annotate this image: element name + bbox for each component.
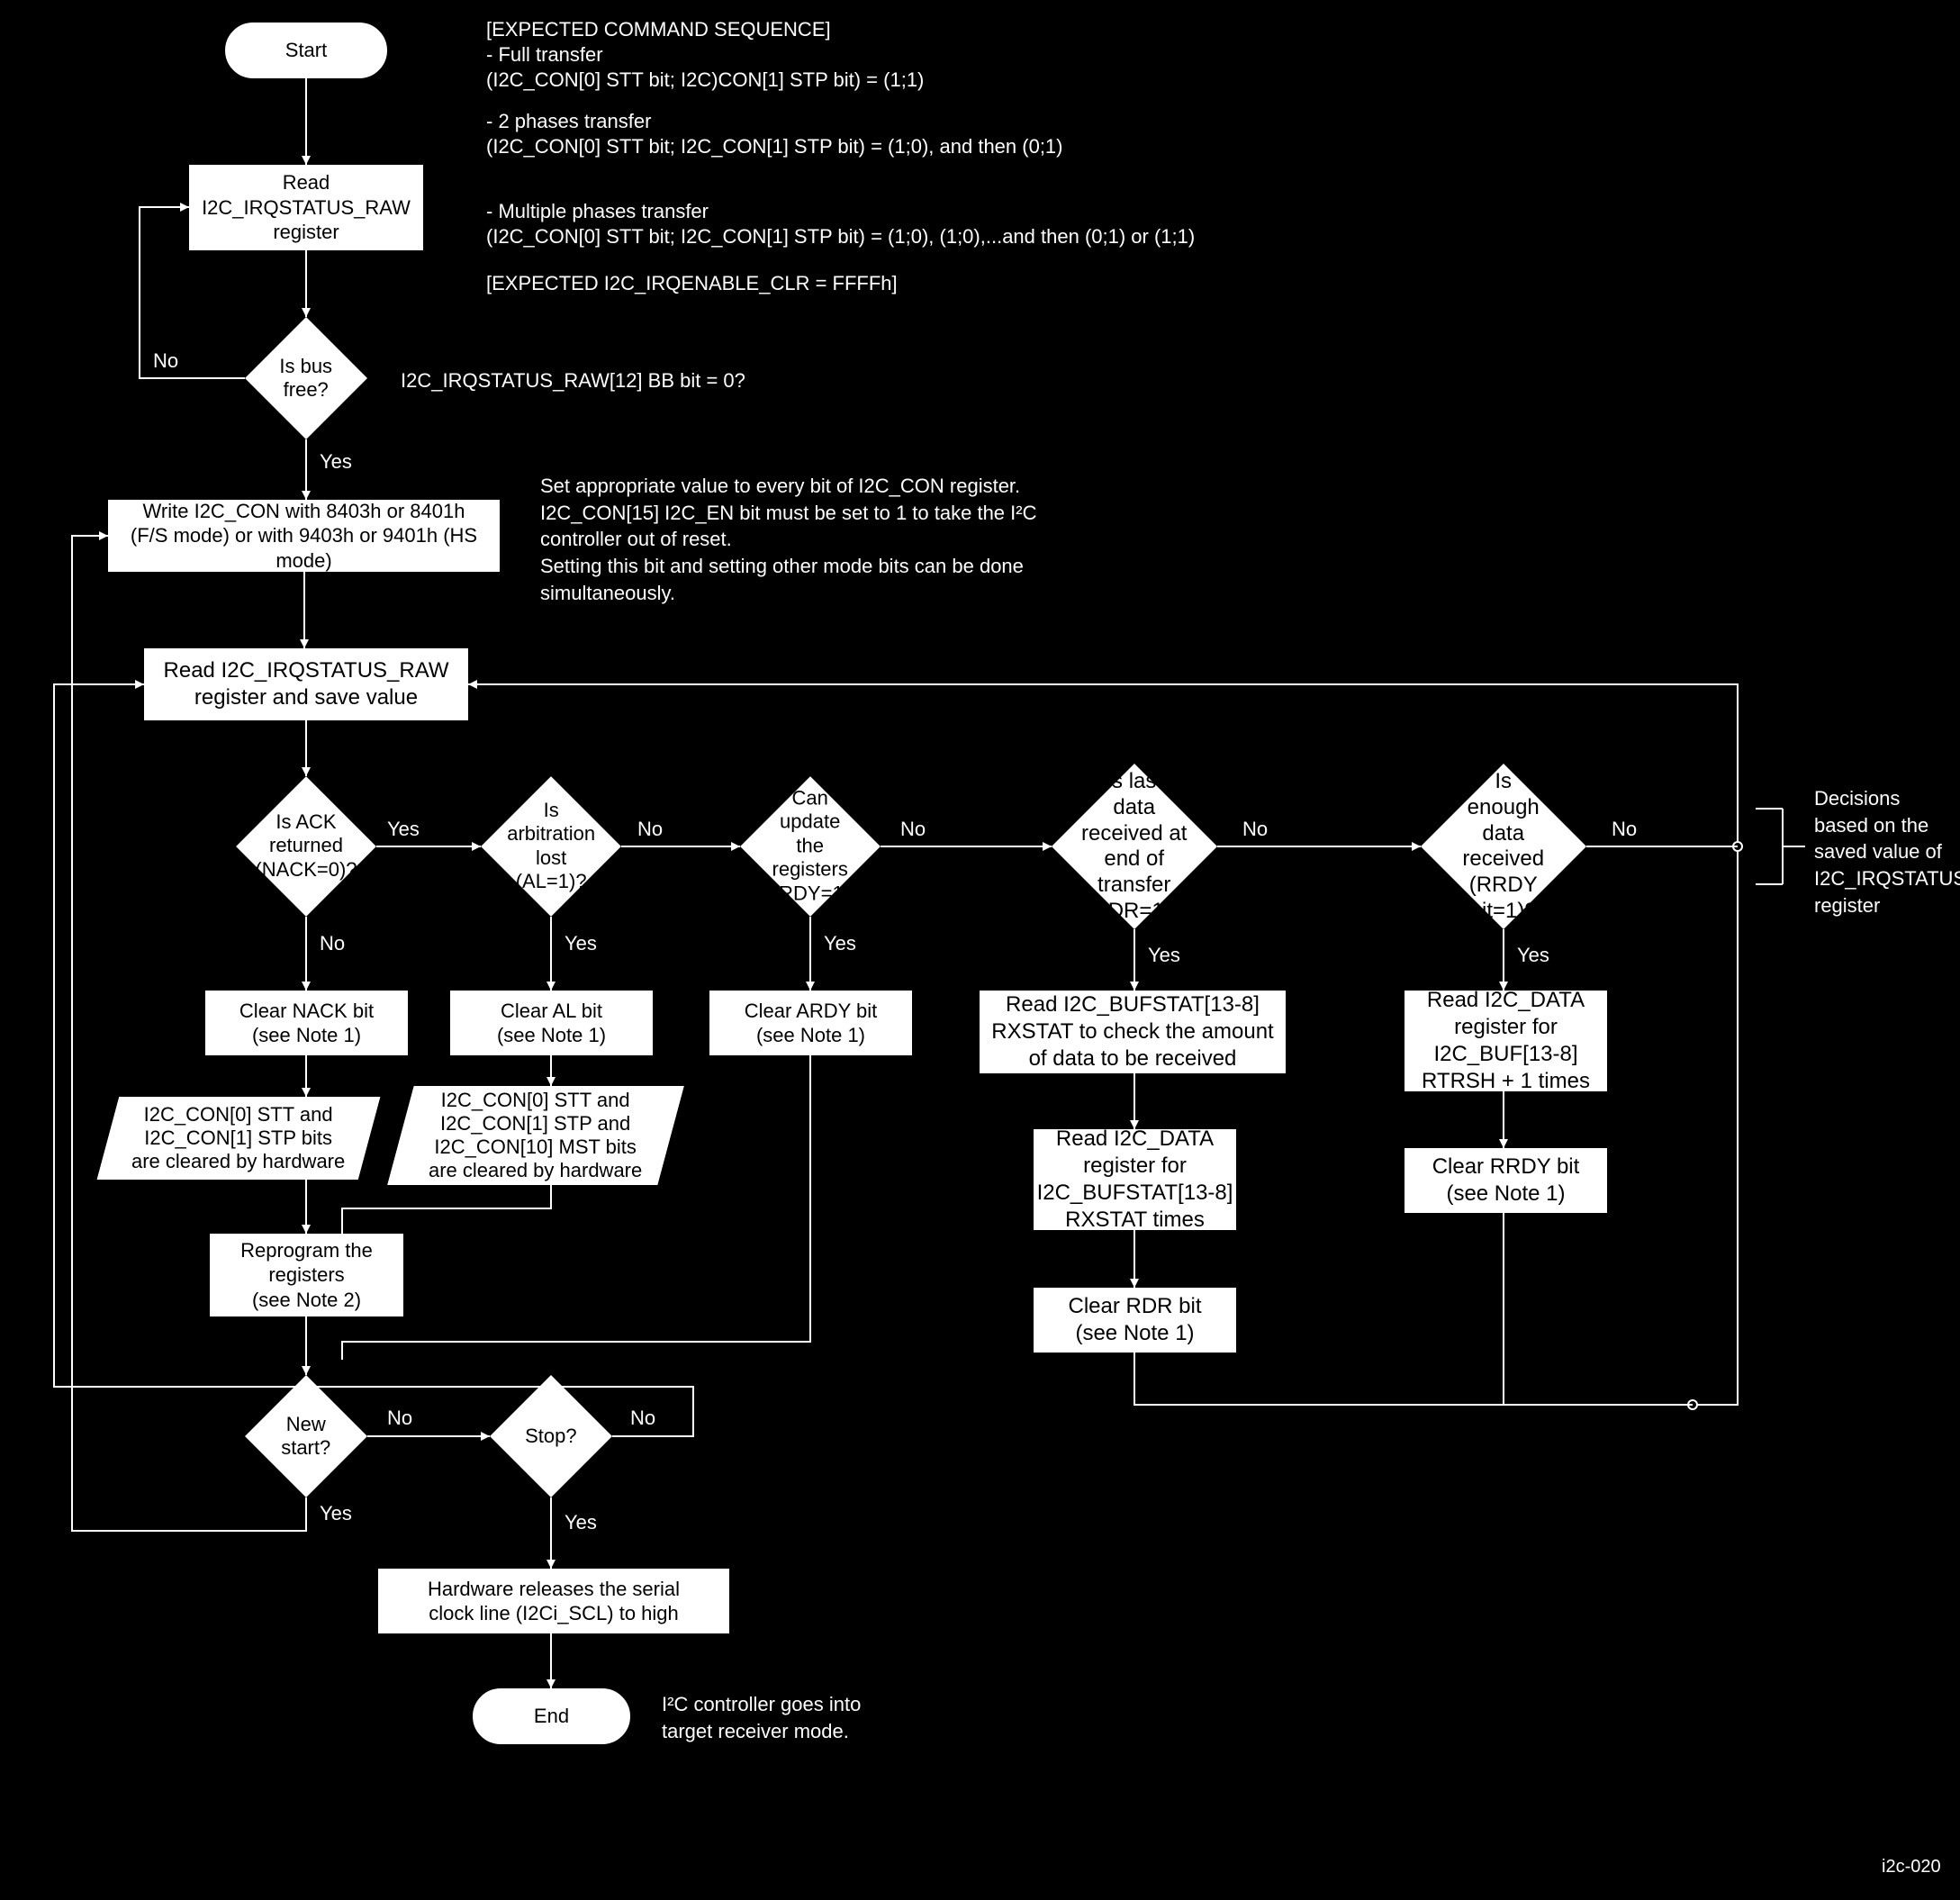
stop-yes-label: Yes	[565, 1511, 597, 1534]
new-start-yes-label: Yes	[320, 1502, 352, 1525]
al-yes-label: Yes	[565, 932, 597, 955]
al-no-label: No	[637, 818, 663, 841]
bus-free-decision-label: Is bus free?	[265, 355, 348, 403]
rdr-decision: Is last data received at end of transfer…	[1052, 764, 1217, 929]
stop-decision: Stop?	[490, 1375, 612, 1497]
stop-no-label: No	[630, 1407, 655, 1430]
expected-sequence-header: [EXPECTED COMMAND SEQUENCE]	[486, 16, 831, 43]
rrdy-decision-label: Is enough data received (RRDY bit=1)?	[1447, 769, 1560, 925]
nack-decision: Is ACK returned (NACK=0)?	[236, 776, 376, 917]
par-al-hw-clear: I2C_CON[0] STT and I2C_CON[1] STP and I2…	[387, 1086, 683, 1185]
clear-rdr-box: Clear RDR bit (see Note 1)	[1034, 1288, 1236, 1353]
nack-yes-label: Yes	[387, 818, 420, 841]
read-data-rrdy-box: Read I2C_DATA register for I2C_BUF[13-8]…	[1405, 991, 1607, 1091]
bus-free-condition: I2C_IRQSTATUS_RAW[12] BB bit = 0?	[401, 367, 745, 394]
clear-al-box: Clear AL bit (see Note 1)	[450, 991, 653, 1055]
par-al-label: I2C_CON[0] STT and I2C_CON[1] STP and I2…	[420, 1089, 651, 1182]
multi-phase-line2: (I2C_CON[0] STT bit; I2C_CON[1] STP bit)…	[486, 223, 1195, 250]
al-decision-label: Is arbitration lost (AL=1)?	[503, 799, 599, 894]
decisions-note: Decisions based on the saved value of I2…	[1814, 785, 1960, 918]
new-start-decision: New start?	[245, 1375, 367, 1497]
two-phase-line1: - 2 phases transfer	[486, 108, 651, 135]
two-phase-line2: (I2C_CON[0] STT bit; I2C_CON[1] STP bit)…	[486, 133, 1063, 160]
rrdy-no-label: No	[1612, 818, 1637, 841]
bus-free-no-label: No	[153, 349, 178, 373]
ardy-decision: Can update the registers (ARDY=1)?	[740, 776, 881, 917]
image-id: i2c-020	[1882, 1855, 1941, 1879]
clear-rrdy-box: Clear RRDY bit (see Note 1)	[1405, 1148, 1607, 1213]
multi-phase-line1: - Multiple phases transfer	[486, 198, 709, 225]
rdr-decision-label: Is last data received at end of transfer…	[1078, 769, 1191, 925]
ardy-yes-label: Yes	[824, 932, 856, 955]
par-nack-hw-clear: I2C_CON[0] STT and I2C_CON[1] STP bits a…	[97, 1097, 381, 1180]
rdr-no-label: No	[1242, 818, 1268, 841]
al-decision: Is arbitration lost (AL=1)?	[481, 776, 621, 917]
hw-release-box: Hardware releases the serial clock line …	[378, 1569, 729, 1633]
end-terminator: End	[473, 1688, 630, 1744]
write-i2c-con-box: Write I2C_CON with 8403h or 8401h (F/S m…	[108, 500, 500, 572]
full-transfer-line1: - Full transfer	[486, 41, 603, 68]
rrdy-yes-label: Yes	[1517, 944, 1549, 967]
clear-ardy-box: Clear ARDY bit (see Note 1)	[709, 991, 912, 1055]
stop-decision-label: Stop?	[510, 1425, 592, 1448]
flow-lines	[0, 0, 1960, 1900]
full-transfer-line2: (I2C_CON[0] STT bit; I2C)CON[1] STP bit)…	[486, 67, 924, 94]
start-terminator: Start	[225, 23, 387, 78]
rdr-yes-label: Yes	[1148, 944, 1180, 967]
par-nack-label: I2C_CON[0] STT and I2C_CON[1] STP bits a…	[122, 1103, 354, 1173]
nack-decision-label: Is ACK returned (NACK=0)?	[255, 810, 357, 882]
new-start-decision-label: New start?	[265, 1413, 348, 1461]
rrdy-decision: Is enough data received (RRDY bit=1)?	[1421, 764, 1586, 929]
bus-free-decision: Is bus free?	[245, 317, 367, 439]
new-start-no-label: No	[387, 1407, 412, 1430]
ardy-decision-label: Can update the registers (ARDY=1)?	[759, 787, 861, 906]
bus-free-yes-label: Yes	[320, 450, 352, 474]
nack-no-label: No	[320, 932, 345, 955]
irqenable-clr-note: [EXPECTED I2C_IRQENABLE_CLR = FFFFh]	[486, 270, 898, 297]
end-note: I²C controller goes into target receiver…	[662, 1691, 861, 1744]
reprogram-box: Reprogram the registers (see Note 2)	[210, 1234, 403, 1316]
read-bufstat-box: Read I2C_BUFSTAT[13-8] RXSTAT to check t…	[980, 991, 1286, 1073]
read-irqstatus-raw-box: Read I2C_IRQSTATUS_RAW register	[189, 165, 423, 250]
ardy-no-label: No	[900, 818, 926, 841]
read-data-rdr-box: Read I2C_DATA register for I2C_BUFSTAT[1…	[1034, 1129, 1236, 1230]
i2c-con-note: Set appropriate value to every bit of I2…	[540, 473, 1036, 606]
read-save-irqstatus-box: Read I2C_IRQSTATUS_RAW register and save…	[144, 648, 468, 720]
clear-nack-box: Clear NACK bit (see Note 1)	[205, 991, 408, 1055]
